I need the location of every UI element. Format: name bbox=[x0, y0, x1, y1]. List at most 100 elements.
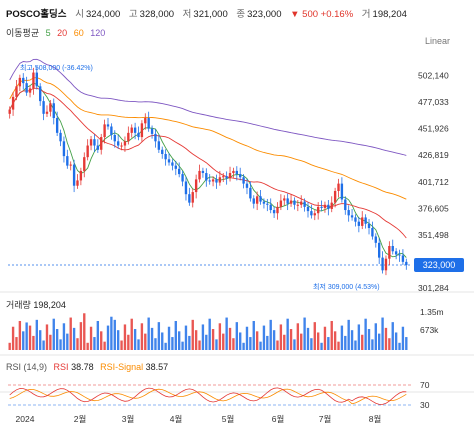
candle-body bbox=[354, 217, 357, 222]
volume-bar bbox=[28, 325, 32, 350]
candle-body bbox=[211, 179, 215, 182]
candle-body bbox=[184, 181, 188, 195]
high-label: 고 bbox=[128, 9, 138, 20]
volume-bar bbox=[300, 333, 303, 350]
volume-bar bbox=[381, 317, 384, 350]
candle-body bbox=[8, 109, 11, 114]
volume-bar bbox=[330, 320, 333, 350]
candle-body bbox=[62, 141, 66, 157]
volume-panel-value: 198,204 bbox=[33, 300, 66, 310]
ma-legend[interactable]: 이동평균 5 20 60 120 bbox=[6, 26, 109, 39]
volume-bar bbox=[171, 337, 174, 350]
volume-bar bbox=[259, 341, 262, 350]
ma-legend-title: 이동평균 bbox=[6, 28, 40, 38]
low-annotation: 최저 309,000 (4.53%) bbox=[313, 282, 380, 291]
volume-bar bbox=[69, 317, 72, 350]
volume-bar bbox=[113, 319, 116, 350]
candle-body bbox=[394, 251, 398, 255]
rsi-lines: 70 30 bbox=[8, 380, 430, 410]
volume-bar bbox=[42, 340, 45, 350]
ma-120-line bbox=[9, 58, 407, 156]
candle-body bbox=[144, 118, 147, 124]
volume-bar bbox=[39, 330, 42, 350]
time-tick-label: 2024 bbox=[16, 414, 35, 424]
volume-bar bbox=[286, 318, 289, 350]
candle-body bbox=[157, 141, 161, 150]
volume-bar bbox=[350, 330, 354, 350]
candle-body bbox=[49, 103, 52, 112]
time-tick-label: 4월 bbox=[170, 414, 183, 424]
ma-20-label: 20 bbox=[57, 28, 68, 38]
ma-20-line bbox=[9, 87, 407, 239]
candle-body bbox=[28, 88, 32, 93]
volume-bar bbox=[130, 318, 133, 350]
volume-value: 198,204 bbox=[372, 9, 407, 20]
time-tick-label: 8월 bbox=[369, 414, 382, 424]
open-value: 324,000 bbox=[85, 9, 121, 20]
volume-bar bbox=[120, 340, 123, 350]
volume-bar bbox=[8, 342, 11, 350]
candle-body bbox=[218, 177, 222, 183]
candle-body bbox=[110, 126, 113, 135]
rsi-tick-label: 70 bbox=[420, 380, 430, 390]
candle-body bbox=[137, 132, 140, 138]
volume-bar bbox=[181, 341, 184, 350]
volume-bar bbox=[310, 338, 313, 350]
rsi-label: RSI bbox=[53, 362, 69, 372]
volume-tick-label: 673k bbox=[420, 325, 439, 335]
low-label: 저 bbox=[182, 9, 192, 20]
volume-bar bbox=[89, 326, 93, 350]
volume-bar bbox=[188, 335, 191, 350]
candle-body bbox=[201, 170, 205, 174]
candle-body bbox=[45, 111, 49, 114]
candle-body bbox=[245, 183, 249, 188]
volume-bar bbox=[279, 324, 283, 350]
candle-body bbox=[133, 127, 137, 133]
change-value: ▼ 500 +0.16% bbox=[290, 9, 354, 20]
candle-body bbox=[269, 204, 272, 211]
candle-body bbox=[42, 101, 45, 114]
candle-body bbox=[123, 141, 127, 146]
volume-bar bbox=[147, 317, 150, 350]
rsi-line bbox=[9, 387, 407, 405]
volume-bar bbox=[361, 334, 364, 350]
candle-body bbox=[52, 103, 55, 119]
rsi-signal-value: 38.57 bbox=[145, 362, 169, 372]
candle-body bbox=[15, 86, 18, 97]
candle-body bbox=[303, 201, 306, 207]
price-tick-label: 502,140 bbox=[418, 71, 449, 81]
rsi-signal-line bbox=[9, 388, 407, 405]
time-tick-label: 3월 bbox=[122, 414, 135, 424]
volume-bar bbox=[276, 340, 279, 350]
candle-body bbox=[140, 123, 144, 138]
candle-body bbox=[367, 223, 371, 229]
volume-bar bbox=[354, 340, 357, 350]
candle-body bbox=[116, 141, 120, 146]
volume-bar bbox=[100, 331, 103, 350]
volume-bar bbox=[140, 323, 144, 350]
candle-body bbox=[188, 194, 191, 203]
volume-bar bbox=[323, 326, 327, 350]
candle-body bbox=[266, 203, 269, 205]
volume-bar bbox=[201, 324, 205, 350]
candle-body bbox=[66, 156, 69, 166]
candle-body bbox=[384, 258, 388, 271]
candle-body bbox=[272, 210, 276, 214]
candle-body bbox=[79, 170, 83, 181]
candle-body bbox=[252, 198, 255, 204]
candle-body bbox=[150, 128, 154, 134]
volume-bar bbox=[208, 318, 211, 350]
scale-mode-button[interactable]: Linear bbox=[424, 36, 450, 46]
volume-bar bbox=[388, 338, 391, 350]
candle-body bbox=[310, 211, 313, 216]
volume-bar bbox=[306, 327, 310, 350]
candle-body bbox=[103, 124, 106, 138]
volume-panel-title: 거래량 bbox=[6, 300, 31, 310]
volume-bar bbox=[93, 337, 96, 350]
rsi-tick-label: 30 bbox=[420, 400, 430, 410]
volume-bar bbox=[205, 334, 208, 350]
time-axis: 2024 2월 3월 4월 5월 6월 7월 8월 bbox=[16, 414, 382, 424]
candle-body bbox=[59, 132, 62, 142]
candle-body bbox=[25, 83, 28, 93]
